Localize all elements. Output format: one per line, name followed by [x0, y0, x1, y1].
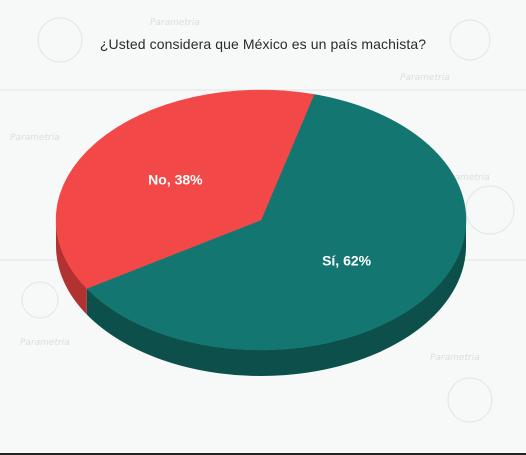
pie-slice-no	[55, 89, 315, 289]
pie-slice-s	[86, 94, 467, 351]
svg-text:Parametria: Parametria	[440, 173, 490, 183]
slice-label-s: Sí, 62%	[322, 252, 372, 268]
svg-text:Parametria: Parametria	[430, 353, 480, 363]
pie-side-no	[56, 220, 87, 315]
svg-text:Parametria: Parametria	[10, 133, 60, 143]
svg-text:Parametria: Parametria	[20, 338, 70, 348]
chart-title: ¿Usted considera que México es un país m…	[99, 36, 427, 52]
svg-text:Parametria: Parametria	[150, 18, 200, 28]
bottom-border	[0, 453, 526, 455]
pie-side-s	[86, 220, 466, 376]
slice-label-no: No, 38%	[148, 172, 203, 188]
pie-top-group	[55, 89, 467, 351]
svg-text:Parametria: Parametria	[400, 73, 450, 83]
pie-labels-group: Sí, 62% No, 38%	[148, 172, 371, 269]
pie-side-group	[56, 220, 466, 376]
